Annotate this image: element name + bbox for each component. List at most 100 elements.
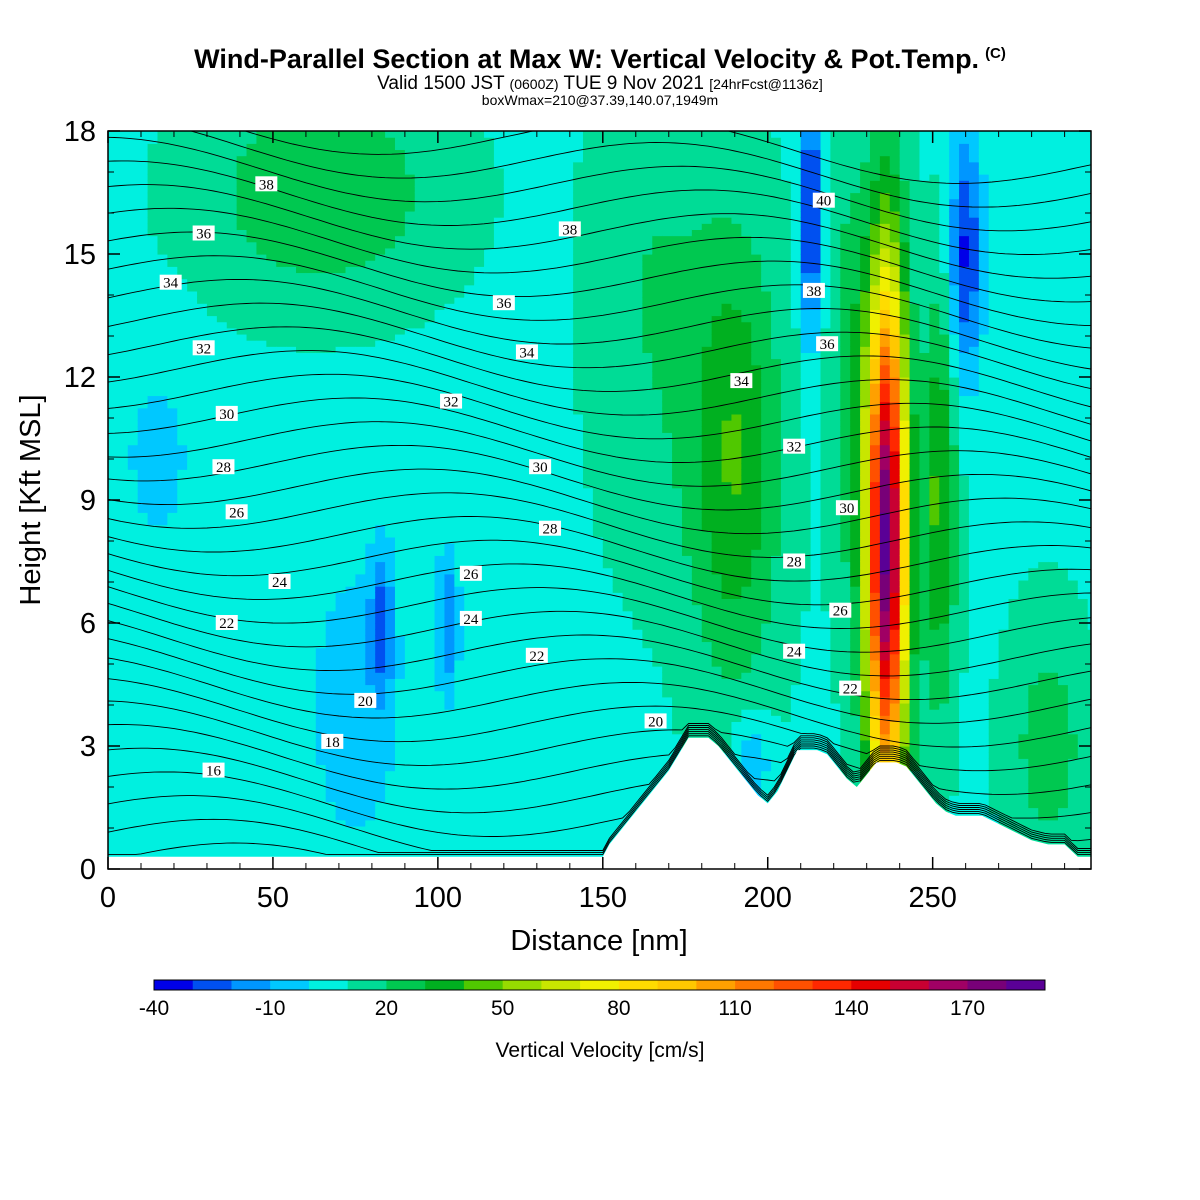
w-cell bbox=[286, 247, 297, 255]
w-cell bbox=[266, 647, 277, 655]
w-cell bbox=[187, 573, 198, 581]
w-cell bbox=[137, 733, 149, 741]
w-cell bbox=[325, 758, 337, 766]
w-cell bbox=[484, 487, 495, 495]
w-cell bbox=[444, 241, 455, 249]
w-cell bbox=[315, 303, 327, 310]
w-cell bbox=[246, 463, 258, 470]
w-cell bbox=[276, 641, 287, 649]
w-cell bbox=[375, 702, 386, 710]
w-cell bbox=[197, 819, 208, 827]
w-cell bbox=[236, 407, 248, 415]
w-cell bbox=[266, 543, 277, 550]
w-cell bbox=[286, 795, 297, 802]
w-cell bbox=[147, 739, 159, 747]
w-cell bbox=[117, 198, 129, 206]
w-cell bbox=[197, 629, 208, 636]
w-cell bbox=[266, 469, 277, 476]
w-cell bbox=[444, 672, 455, 679]
w-cell bbox=[187, 598, 198, 606]
w-cell bbox=[355, 131, 366, 138]
w-cell bbox=[404, 456, 416, 464]
w-cell bbox=[404, 389, 416, 397]
w-cell bbox=[286, 192, 297, 200]
w-cell bbox=[424, 850, 436, 858]
w-cell bbox=[206, 653, 218, 661]
w-cell bbox=[266, 825, 277, 833]
w-cell bbox=[236, 346, 248, 353]
w-cell bbox=[355, 592, 366, 599]
w-cell bbox=[404, 727, 416, 735]
w-cell bbox=[454, 678, 465, 686]
w-cell bbox=[296, 727, 307, 735]
w-cell bbox=[127, 696, 139, 704]
w-cell bbox=[266, 807, 277, 815]
w-cell bbox=[484, 469, 495, 476]
w-cell bbox=[365, 586, 376, 593]
w-cell bbox=[414, 506, 426, 513]
w-cell bbox=[414, 555, 426, 563]
w-cell bbox=[157, 561, 168, 569]
w-cell bbox=[493, 567, 505, 575]
w-cell bbox=[385, 475, 396, 483]
w-cell bbox=[394, 795, 406, 802]
w-cell bbox=[444, 131, 455, 138]
w-cell bbox=[503, 752, 515, 759]
w-cell bbox=[375, 186, 386, 194]
w-cell bbox=[117, 358, 129, 366]
w-cell bbox=[484, 174, 495, 181]
w-cell bbox=[385, 838, 396, 845]
w-cell bbox=[216, 333, 228, 341]
w-cell bbox=[365, 653, 376, 661]
w-cell bbox=[503, 696, 515, 704]
w-cell bbox=[305, 543, 317, 550]
w-cell bbox=[355, 500, 366, 507]
w-cell bbox=[513, 690, 525, 698]
w-cell bbox=[117, 672, 129, 679]
w-cell bbox=[305, 377, 317, 384]
w-cell bbox=[108, 180, 119, 187]
w-cell bbox=[157, 487, 168, 495]
w-cell bbox=[434, 721, 446, 729]
w-cell bbox=[127, 155, 139, 163]
w-cell bbox=[167, 610, 178, 618]
w-cell bbox=[355, 284, 366, 292]
w-cell bbox=[503, 235, 515, 243]
w-cell bbox=[276, 346, 287, 353]
w-cell bbox=[137, 598, 149, 606]
w-cell bbox=[503, 610, 515, 618]
w-cell bbox=[197, 174, 208, 181]
w-cell bbox=[414, 137, 426, 144]
w-cell bbox=[296, 469, 307, 476]
w-cell bbox=[256, 789, 267, 796]
w-cell bbox=[335, 192, 347, 200]
w-cell bbox=[513, 487, 525, 495]
w-cell bbox=[355, 672, 366, 679]
w-cell bbox=[513, 721, 525, 729]
w-cell bbox=[434, 702, 446, 710]
w-cell bbox=[493, 549, 505, 556]
w-cell bbox=[117, 346, 129, 353]
w-cell bbox=[296, 715, 307, 722]
w-cell bbox=[385, 758, 396, 766]
w-cell bbox=[464, 715, 475, 722]
w-cell bbox=[325, 450, 337, 458]
w-cell bbox=[315, 659, 327, 667]
w-cell bbox=[365, 629, 376, 636]
w-cell bbox=[404, 413, 416, 421]
w-cell bbox=[276, 721, 287, 729]
w-cell bbox=[305, 284, 317, 292]
w-cell bbox=[424, 131, 436, 138]
w-cell bbox=[305, 530, 317, 538]
w-cell bbox=[444, 438, 455, 446]
w-cell bbox=[256, 506, 267, 513]
w-cell bbox=[385, 684, 396, 692]
w-cell bbox=[335, 149, 347, 157]
w-cell bbox=[147, 684, 159, 692]
w-cell bbox=[375, 389, 386, 397]
w-cell bbox=[305, 647, 317, 655]
w-cell bbox=[256, 801, 267, 809]
w-cell bbox=[424, 629, 436, 636]
w-cell bbox=[226, 555, 238, 563]
w-cell bbox=[493, 776, 505, 784]
